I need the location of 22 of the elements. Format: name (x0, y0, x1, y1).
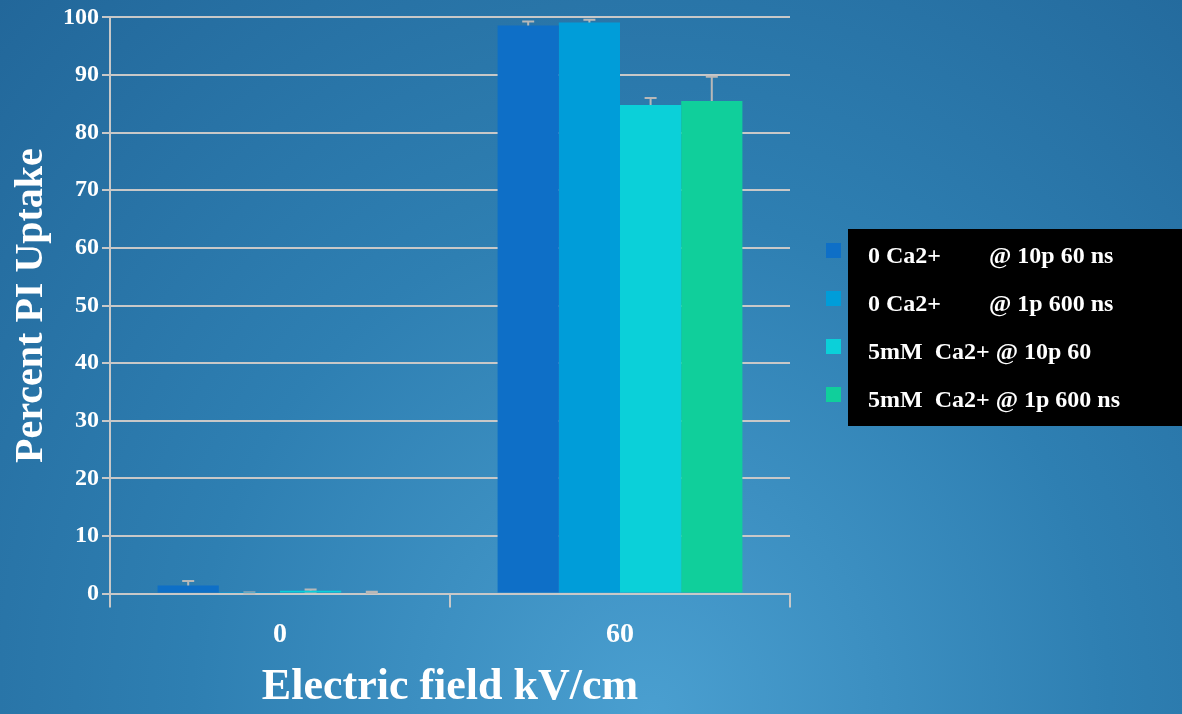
y-tick-label: 10 (75, 521, 99, 548)
bar (620, 104, 682, 593)
y-tick-label: 90 (75, 60, 99, 87)
x-axis-title: Electric field kV/cm (261, 659, 639, 709)
y-tick-label: 80 (75, 117, 99, 144)
legend-label: 5mM Ca2+ @ 1p 600 ns (868, 385, 1121, 415)
bar (681, 100, 743, 593)
y-tick-label: 60 (75, 233, 99, 260)
y-tick-label: 30 (75, 405, 99, 432)
legend-label: 0 Ca2+ @ 10p 60 ns (868, 241, 1115, 271)
legend-label: 0 Ca2+ @ 1p 600 ns (868, 289, 1115, 319)
y-tick-label: 100 (63, 2, 99, 29)
y-tick-label: 0 (87, 578, 99, 605)
y-tick-label: 50 (75, 290, 99, 317)
bar (157, 585, 219, 593)
bar (497, 25, 559, 593)
y-axis-title: Percent PI Uptake (6, 148, 52, 463)
bar (558, 22, 620, 593)
y-tick-label: 20 (75, 463, 99, 490)
y-tick-label: 40 (75, 348, 99, 375)
legend-label: 5mM Ca2+ @ 10p 60 (868, 337, 1093, 367)
y-tick-label: 70 (75, 175, 99, 202)
